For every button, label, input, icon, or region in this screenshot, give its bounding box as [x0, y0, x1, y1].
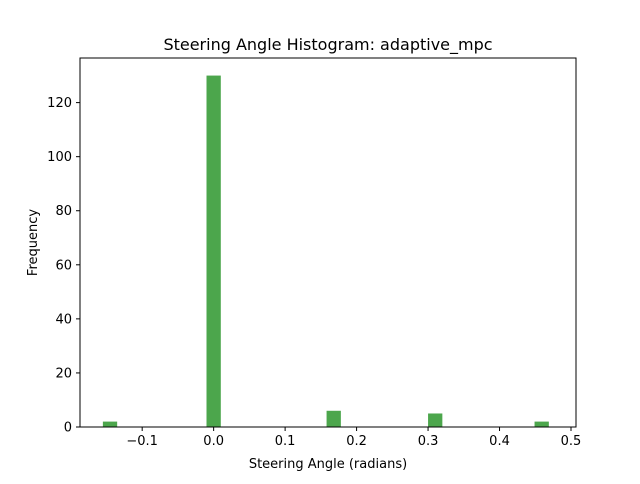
x-tick-label: 0.3 — [418, 434, 439, 449]
y-tick-label: 0 — [64, 421, 72, 436]
y-tick-label: 80 — [55, 204, 72, 219]
x-tick-label: −0.1 — [126, 434, 158, 449]
y-axis-ticks: 0 20 40 60 80 100 120 — [47, 96, 80, 436]
x-tick-label: 0.4 — [489, 434, 510, 449]
x-axis-label: Steering Angle (radians) — [249, 457, 407, 472]
histogram-bar-1 — [206, 75, 221, 428]
y-tick-label: 40 — [55, 312, 72, 327]
histogram-bar-2 — [326, 410, 341, 427]
histogram-bar-0 — [102, 421, 118, 427]
x-tick-label: 0.1 — [275, 434, 296, 449]
y-tick-label: 120 — [47, 96, 72, 111]
plot-frame — [79, 57, 577, 428]
chart-title: Steering Angle Histogram: adaptive_mpc — [163, 35, 492, 55]
bars-layer — [102, 75, 549, 428]
x-tick-label: 0.5 — [561, 434, 582, 449]
histogram-bar-3 — [428, 413, 443, 427]
x-tick-label: 0.0 — [203, 434, 224, 449]
y-tick-label: 20 — [55, 366, 72, 381]
y-tick-label: 100 — [47, 150, 72, 165]
y-tick-label: 60 — [55, 258, 72, 273]
x-tick-label: 0.2 — [346, 434, 367, 449]
histogram-bar-4 — [534, 421, 549, 427]
x-axis-ticks: −0.1 0.0 0.1 0.2 0.3 0.4 0.5 — [126, 427, 581, 449]
y-axis-label: Frequency — [26, 209, 41, 276]
